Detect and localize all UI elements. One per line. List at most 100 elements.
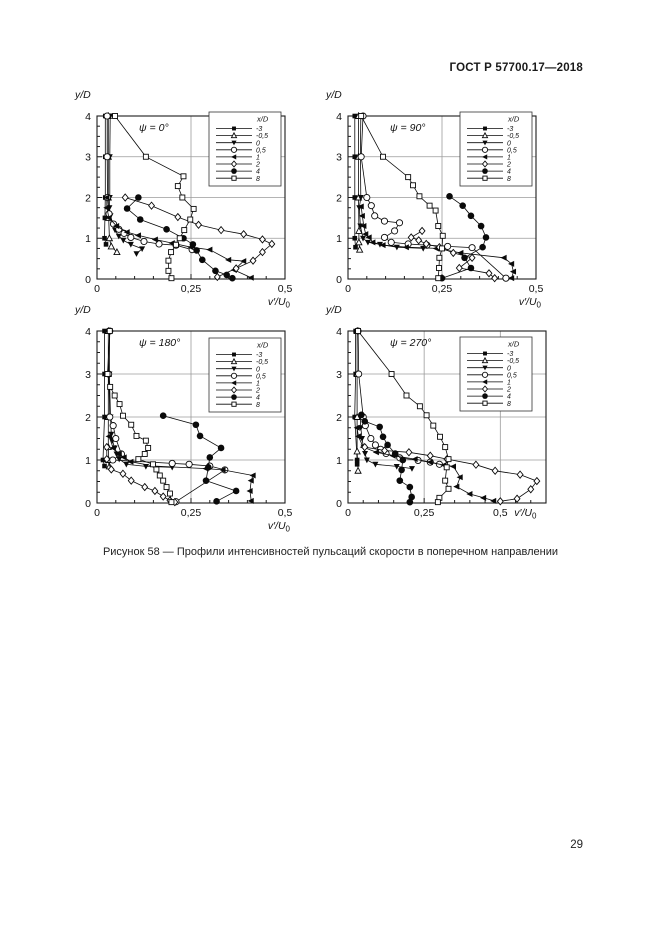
series-8 (358, 113, 446, 282)
svg-text:3: 3 (85, 369, 91, 381)
axis-ticks (348, 330, 547, 503)
x-axis-label: v′/U0 (268, 520, 291, 534)
svg-text:4: 4 (85, 111, 91, 123)
svg-text:0,5: 0,5 (278, 283, 293, 295)
series-4 (159, 412, 240, 505)
legend-label: -0,5 (507, 358, 519, 365)
chart-title: ψ = 180° (139, 337, 180, 349)
svg-text:0,25: 0,25 (181, 283, 202, 295)
y-axis-label: y/D (325, 89, 342, 101)
series-2 (361, 442, 541, 506)
legend-label: -0,5 (256, 133, 268, 140)
legend-label: -3 (256, 352, 262, 359)
figure-caption: Рисунок 58 — Профили интенсивностей пуль… (102, 546, 559, 558)
svg-text:0: 0 (336, 274, 342, 286)
legend-label: 0 (507, 365, 511, 372)
svg-text:0: 0 (345, 507, 351, 519)
svg-text:3: 3 (336, 369, 342, 381)
legend-label: 1 (507, 380, 511, 387)
series-1 (357, 203, 517, 282)
document-header: ГОСТ Р 57700.17—2018 (449, 62, 583, 74)
x-axis-label: v′/U0 (519, 296, 542, 310)
legend-label: 2 (506, 162, 511, 169)
svg-text:3: 3 (85, 152, 91, 164)
y-axis-label: y/D (74, 89, 91, 101)
legend-label: 4 (256, 169, 260, 176)
svg-text:0: 0 (345, 283, 351, 295)
svg-text:4: 4 (336, 326, 342, 338)
tick-labels: 0 1 2 3 4 0 0,25 0,5 (336, 111, 543, 295)
series-8 (112, 113, 197, 282)
svg-text:4: 4 (336, 111, 342, 123)
svg-text:2: 2 (336, 192, 342, 204)
legend-label: 0,5 (507, 147, 517, 154)
y-axis-label: y/D (325, 304, 342, 316)
svg-text:0,5: 0,5 (493, 507, 508, 519)
legend-label: 2 (506, 387, 511, 394)
svg-text:2: 2 (85, 192, 91, 204)
legend-label: 2 (255, 388, 260, 395)
legend-label: -3 (507, 351, 513, 358)
legend-title: x/D (507, 115, 520, 124)
chart-title: ψ = 270° (390, 337, 431, 349)
svg-text:0: 0 (94, 507, 100, 519)
svg-text:2: 2 (336, 412, 342, 424)
legend-title: x/D (256, 341, 269, 350)
svg-text:0: 0 (94, 283, 100, 295)
legend-label: 2 (255, 162, 260, 169)
series-4 (123, 194, 236, 282)
legend-label: 0,5 (507, 372, 517, 379)
page-number: 29 (570, 839, 583, 851)
svg-text:4: 4 (85, 326, 91, 338)
chart-title: ψ = 0° (139, 122, 169, 134)
svg-text:0: 0 (85, 498, 91, 510)
svg-text:1: 1 (85, 233, 91, 245)
svg-text:3: 3 (336, 152, 342, 164)
svg-text:0,5: 0,5 (278, 507, 293, 519)
series-1 (103, 194, 254, 281)
legend-label: -0,5 (507, 133, 519, 140)
legend-label: 1 (256, 381, 260, 388)
legend-title: x/D (507, 340, 520, 349)
y-axis-label: y/D (74, 304, 91, 316)
svg-text:0,25: 0,25 (414, 507, 435, 519)
series-1 (105, 433, 256, 504)
legend-label: -3 (507, 126, 513, 133)
series-2 (121, 193, 276, 282)
legend-label: 0,5 (256, 147, 266, 154)
svg-text:1: 1 (336, 455, 342, 467)
legend-label: 0 (256, 366, 260, 373)
svg-text:1: 1 (336, 233, 342, 245)
legend-label: 8 (507, 176, 511, 183)
svg-text:0,25: 0,25 (432, 283, 453, 295)
legend-label: 0,5 (256, 373, 266, 380)
svg-text:0: 0 (85, 274, 91, 286)
legend-label: 0 (507, 140, 511, 147)
legend-label: 8 (256, 402, 260, 409)
series-8 (355, 328, 452, 506)
legend-label: -0,5 (256, 359, 268, 366)
legend-label: 0 (256, 140, 260, 147)
series-4 (438, 192, 490, 282)
x-axis-label: v′/U0 (514, 507, 537, 521)
legend-label: 1 (256, 155, 260, 162)
series-2 (407, 226, 499, 283)
legend-label: 4 (507, 394, 511, 401)
x-axis-label: v′/U0 (268, 296, 291, 310)
svg-text:0,25: 0,25 (181, 507, 202, 519)
legend-title: x/D (256, 115, 269, 124)
figure-58: 0 1 2 3 4 0 0,25 0,5 y/D v′/U0 ψ = 0° x/D -3 -0,5 0 0,5… (74, 89, 547, 534)
series--3 (100, 328, 107, 469)
svg-text:2: 2 (85, 412, 91, 424)
axis-ticks (97, 330, 286, 503)
